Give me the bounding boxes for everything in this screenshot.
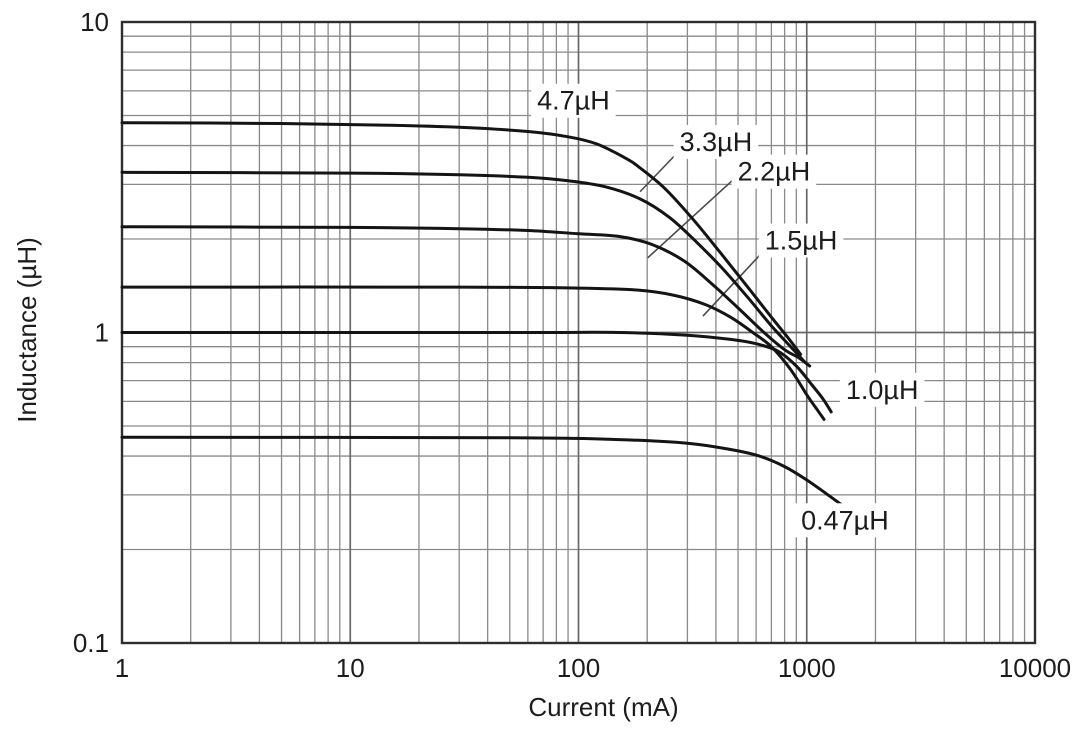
curve-label-1-5-h: 1.5µH [765,226,838,256]
curve-3-3-h [120,170,807,365]
x-axis-title: Current (mA) [528,692,678,722]
curve-label-bg [758,223,844,258]
curve-0-47-h [120,435,843,506]
leader-line-2-2-h [647,179,734,259]
y-axis-title: Inductance (µH) [12,237,42,423]
curve-label-group-4-7-h: 4.7µH [531,83,616,118]
leader-line-3-3-h [639,151,679,193]
curve-label-3-3-h: 3.3µH [680,127,753,157]
curve-label-1-0-h: 1.0µH [846,375,919,405]
x-tick-label-10: 10 [336,653,365,683]
curve-label-group-3-3-h: 3.3µH [673,125,759,160]
curve-1-5-h [120,285,826,421]
curve-label-bg [839,372,925,407]
curve-label-group-2-2-h: 2.2µH [731,154,817,189]
curve-label-group-1-5-h: 1.5µH [758,223,844,258]
y-tick-label-1: 1 [95,318,109,348]
x-tick-label-1000: 1000 [778,653,836,683]
x-tick-label-10000: 10000 [999,653,1071,683]
curve-label-2-2-h: 2.2µH [738,157,811,187]
y-tick-label-0-1: 0.1 [73,628,109,658]
leader-line-1-5-h [702,251,764,317]
curve-label-bg [673,125,759,160]
curve-label-bg [795,503,895,538]
curve-4-7-h [120,121,803,356]
curve-label-bg [531,83,616,118]
x-tick-label-100: 100 [557,653,600,683]
curve-label-group-1-0-h: 1.0µH [839,372,925,407]
curve-1-0-h [120,330,833,414]
curve-label-bg [731,154,817,189]
curve-label-0-47-h: 0.47µH [801,505,889,535]
x-tick-label-1: 1 [115,653,129,683]
curve-label-4-7-h: 4.7µH [537,86,610,116]
curve-label-group-0-47-h: 0.47µH [795,503,895,538]
y-tick-label-10: 10 [80,7,109,37]
curve-2-2-h [120,225,812,368]
